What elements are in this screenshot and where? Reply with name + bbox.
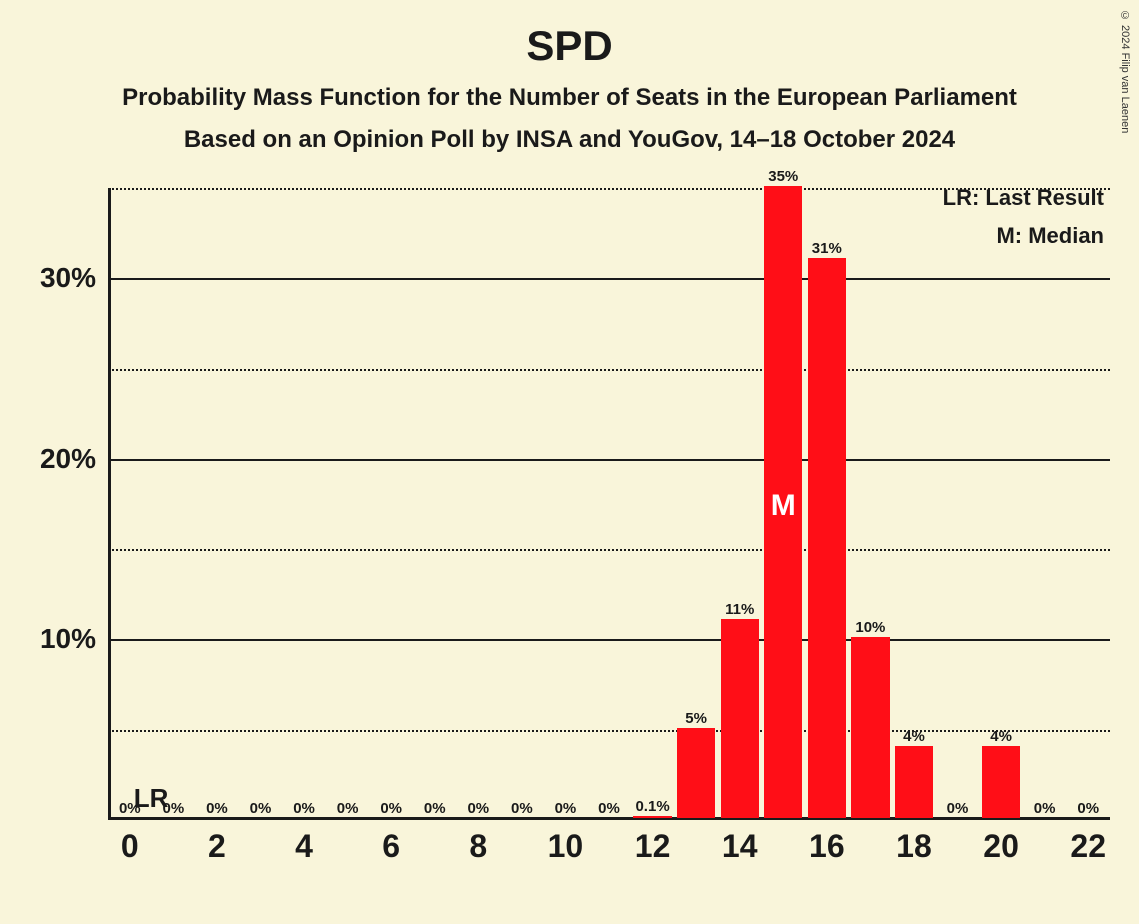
bar-value-label: 0% [1034, 800, 1056, 817]
y-tick-label: 20% [40, 443, 108, 475]
x-tick-label: 18 [896, 820, 932, 865]
x-tick-label: 4 [295, 820, 313, 865]
bar-value-label: 0% [293, 800, 315, 817]
x-tick-label: 10 [548, 820, 584, 865]
chart-title: SPD [0, 0, 1139, 70]
bar [633, 816, 671, 818]
bar-value-label: 0% [424, 800, 446, 817]
bar-value-label: 11% [725, 601, 754, 618]
x-tick-label: 14 [722, 820, 758, 865]
y-tick-label: 10% [40, 623, 108, 655]
chart-subtitle-1: Probability Mass Function for the Number… [0, 84, 1139, 112]
x-tick-label: 22 [1070, 820, 1106, 865]
x-tick-label: 6 [382, 820, 400, 865]
lr-marker: LR [134, 783, 169, 814]
bar-value-label: 31% [812, 240, 842, 257]
bar-value-label: 10% [855, 619, 885, 636]
y-axis [108, 188, 111, 820]
x-tick-label: 16 [809, 820, 845, 865]
bar-value-label: 0% [467, 800, 489, 817]
bar-value-label: 0% [511, 800, 533, 817]
x-tick-label: 12 [635, 820, 671, 865]
bar [982, 746, 1020, 818]
x-tick-label: 2 [208, 820, 226, 865]
bar [808, 258, 846, 818]
chart-subtitle-2: Based on an Opinion Poll by INSA and You… [0, 126, 1139, 154]
gridline-minor [108, 369, 1110, 371]
bar-value-label: 35% [768, 168, 798, 185]
bar [895, 746, 933, 818]
chart-plot-area: 10%20%30%02468101214161820220%0%0%0%0%0%… [108, 188, 1110, 820]
x-tick-label: 0 [121, 820, 139, 865]
bar-value-label: 0% [337, 800, 359, 817]
bar-value-label: 4% [903, 728, 925, 745]
x-axis [108, 817, 1110, 820]
gridline-minor [108, 730, 1110, 732]
bar-value-label: 5% [685, 710, 707, 727]
gridline-major [108, 278, 1110, 280]
bar-value-label: 4% [990, 728, 1012, 745]
x-tick-label: 20 [983, 820, 1019, 865]
bar-value-label: 0% [1077, 800, 1099, 817]
bar [677, 728, 715, 818]
gridline-major [108, 459, 1110, 461]
bar-value-label: 0% [947, 800, 969, 817]
bar-value-label: 0.1% [635, 798, 669, 815]
bar-value-label: 0% [598, 800, 620, 817]
copyright-text: © 2024 Filip van Laenen [1119, 10, 1131, 133]
bar-value-label: 0% [555, 800, 577, 817]
gridline-major [108, 639, 1110, 641]
gridline-minor [108, 549, 1110, 551]
legend-median: M: Median [996, 223, 1104, 249]
bar-value-label: 0% [380, 800, 402, 817]
legend-lr: LR: Last Result [943, 185, 1104, 211]
bar-value-label: 0% [250, 800, 272, 817]
x-tick-label: 8 [469, 820, 487, 865]
bar [851, 637, 889, 818]
y-tick-label: 30% [40, 262, 108, 294]
bar [721, 619, 759, 818]
bar-value-label: 0% [206, 800, 228, 817]
median-marker: M [771, 489, 796, 523]
